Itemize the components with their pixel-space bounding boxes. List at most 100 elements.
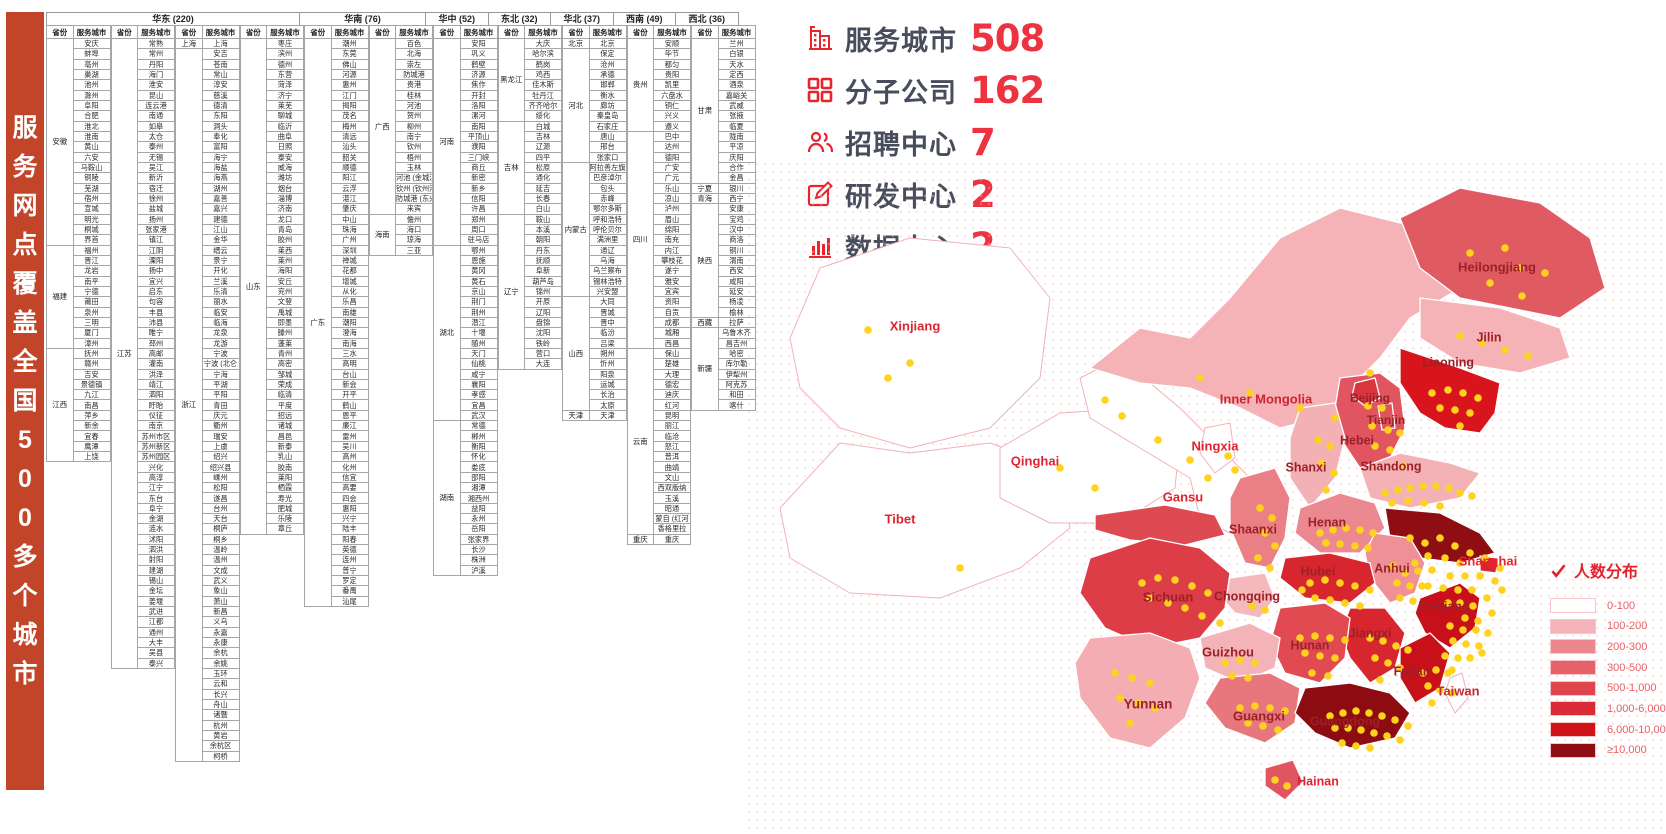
city-column-header: 服务城市 — [588, 25, 627, 39]
service-location-dot — [1436, 502, 1444, 510]
service-location-dot — [1331, 724, 1339, 732]
city-cell: 池州 — [72, 79, 111, 91]
map-label-guizhou: Guizhou — [1202, 644, 1254, 659]
service-location-dot — [1404, 722, 1412, 730]
city-cell: 佳木斯 — [524, 79, 562, 91]
city-cell: 开封 — [459, 89, 498, 101]
city-cell: 淮北 — [72, 120, 111, 132]
city-cell: 汕尾 — [330, 595, 369, 608]
city-cell: 四平 — [524, 151, 562, 163]
city-cell: 河源 — [330, 68, 369, 81]
city-cell: 儋州 — [395, 213, 433, 225]
service-location-dot — [1491, 577, 1499, 585]
city-column-header: 服务城市 — [459, 25, 498, 39]
city-cell: 广安 — [653, 161, 691, 174]
city-cell: 张家港 — [137, 223, 175, 236]
city-cell: 海口 — [395, 223, 433, 236]
province-cell: 辽宁 — [497, 213, 525, 370]
city-cell: 防城港 — [395, 68, 433, 81]
city-cell: 锡林浩特 — [588, 275, 627, 287]
city-cell: 桐庐 — [201, 523, 240, 535]
service-location-dot — [1428, 566, 1436, 574]
city-cell: 巴中 — [653, 130, 691, 143]
city-cell: 铜仁 — [653, 99, 691, 112]
city-cell: 余杭 — [201, 647, 240, 659]
city-cell: 湘潭 — [459, 482, 498, 494]
city-cell: 河池 — [395, 99, 433, 112]
city-cell: 乳山 — [266, 451, 304, 463]
service-location-dot — [1216, 619, 1224, 627]
city-cell: 济宁 — [266, 89, 304, 101]
city-cell: 上海 — [201, 37, 240, 50]
city-cell: 莱州 — [266, 254, 304, 267]
province-cell: 山东 — [239, 38, 267, 535]
service-location-dot — [1449, 637, 1457, 645]
city-cell: 韶关 — [330, 151, 369, 163]
city-cell: 漯河 — [459, 110, 498, 122]
table-column-pair: 省份 服务城市 黑龙江 大庆 哈尔滨 鹤岗 鸡西 佳木斯 牡丹江 齐齐哈尔 绥化 吉林 白城 吉林 辽源 四平… — [497, 25, 562, 370]
service-location-dot — [1466, 249, 1474, 257]
city-cell: 兴安盟 — [588, 285, 627, 298]
service-location-dot — [1316, 529, 1324, 537]
service-location-dot — [1376, 676, 1384, 684]
city-cell: 佛山 — [330, 58, 369, 71]
city-cell: 普宁 — [330, 564, 369, 577]
service-location-dot — [1056, 464, 1064, 472]
stat-row: 招聘中心 7 — [806, 116, 1044, 168]
city-cell: 昌邑 — [266, 430, 304, 442]
city-cell: 罗定 — [330, 575, 369, 587]
service-location-dot — [1326, 596, 1334, 604]
province-yunnan — [1074, 632, 1201, 749]
province-guangdong — [1294, 682, 1411, 749]
city-cell: 丹阳 — [137, 58, 175, 71]
service-location-dot — [1316, 652, 1324, 660]
city-cell: 增城 — [330, 275, 369, 287]
city-cell: 赣州 — [72, 358, 111, 370]
service-location-dot — [1454, 586, 1462, 594]
city-cell: 德阳 — [653, 151, 691, 163]
city-cell: 杭州 — [201, 719, 240, 732]
city-cell: 扬州 — [137, 213, 175, 225]
city-cell: 永嘉 — [201, 626, 240, 639]
city-cell: 河池 (金城江 — [395, 172, 433, 184]
city-cell: 崇左 — [395, 58, 433, 71]
service-location-dot — [1461, 614, 1469, 622]
city-cell: 平湖 — [201, 378, 240, 391]
city-cell: 绍兴县 — [201, 461, 240, 473]
city-cell: 丽江 — [653, 420, 691, 432]
city-cell: 聊城 — [266, 110, 304, 122]
service-location-dot — [1419, 482, 1427, 490]
city-cell: 滁州 — [72, 89, 111, 101]
service-location-dot — [1432, 482, 1440, 490]
city-cell: 濮阳 — [459, 141, 498, 153]
city-cell: 新沂 — [137, 172, 175, 184]
stat-label: 服务城市 — [845, 25, 957, 56]
city-cell: 金华 — [201, 234, 240, 246]
service-location-dot — [1186, 456, 1194, 464]
service-location-dot — [1326, 712, 1334, 720]
city-cell: 涟水 — [137, 523, 175, 535]
city-cell: 张掖 — [717, 110, 756, 122]
city-column-header: 服务城市 — [201, 25, 240, 39]
service-location-dot — [1451, 542, 1459, 550]
city-cell: 青州 — [266, 347, 304, 360]
city-cell: 睢宁 — [137, 327, 175, 339]
city-cell: 龙泉 — [201, 327, 240, 339]
service-location-dot — [1483, 594, 1491, 602]
city-cell: 亳州 — [72, 58, 111, 71]
city-cell: 通辽 — [588, 244, 627, 256]
city-cell: 攀枝花 — [653, 254, 691, 267]
service-location-dot — [1111, 669, 1119, 677]
map-label-shanxi: Shanxi — [1286, 460, 1327, 474]
city-cell: 保定 — [588, 48, 627, 60]
city-cell: 京山 — [459, 285, 498, 298]
city-cell: 兖州 — [266, 285, 304, 298]
banner-char: 市 — [12, 659, 38, 688]
service-location-dot — [1478, 339, 1486, 347]
city-cell: 苍南 — [201, 58, 240, 71]
banner-char: 个 — [12, 581, 38, 610]
city-cell: 安顺 — [653, 37, 691, 50]
service-location-dot — [1118, 412, 1126, 420]
region-header: 华北 (37) — [550, 12, 614, 26]
city-cell: 安庆 — [72, 37, 111, 50]
